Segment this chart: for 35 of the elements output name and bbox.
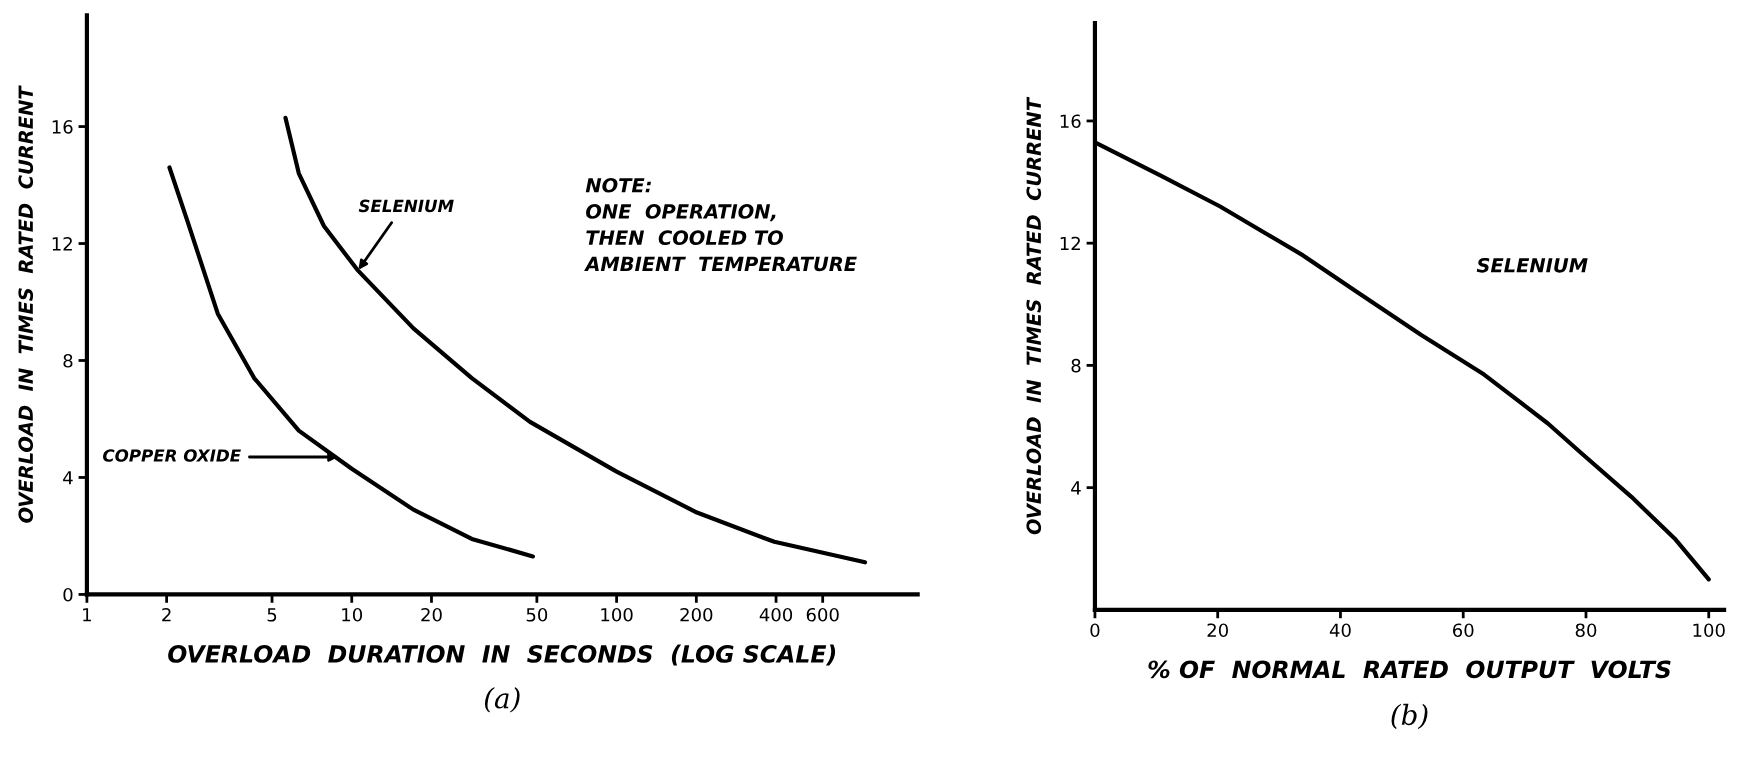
x-tick-label: 2 — [162, 607, 171, 622]
x-tick-label: 100 — [601, 607, 633, 622]
y-tick-label: 16 — [52, 120, 73, 134]
y-tick-label: 4 — [1071, 481, 1081, 495]
y-tick-label: 12 — [1060, 236, 1080, 251]
x-tick-label: 20 — [1207, 623, 1228, 638]
x-tick-label: 400 — [759, 607, 793, 622]
x-axis-title: OVERLOAD DURATION IN SECONDS (LOG SCALE) — [168, 644, 836, 666]
y-tick-label: 8 — [63, 353, 73, 368]
x-tick-label: 100 — [1693, 623, 1725, 638]
x-tick-label: 600 — [806, 607, 839, 622]
text: (a) — [484, 687, 520, 713]
x-tick-label: 10 — [342, 607, 363, 622]
annotation: COPPER OXIDE — [103, 449, 241, 462]
y-tick-label: 16 — [1060, 114, 1081, 129]
x-tick-label: 5 — [267, 608, 277, 622]
x-tick-label: 40 — [1329, 623, 1351, 638]
y-axis-title: OVERLOAD IN TIMES RATED CURRENT — [18, 85, 34, 523]
text: (b) — [1391, 703, 1428, 730]
annotation: NOTE: ONE OPERATION, THEN COOLED TO AMBIENT TEMPERATURE — [584, 177, 857, 272]
x-tick-label: 20 — [421, 607, 442, 622]
y-tick-label: 8 — [1071, 358, 1081, 373]
x-tick-label: 50 — [526, 607, 548, 622]
y-tick-label: 0 — [63, 587, 73, 602]
y-tick-label: 4 — [63, 471, 73, 485]
text: SELENIUM — [1476, 257, 1588, 273]
annotation: SELENIUM — [358, 199, 454, 213]
x-tick-label: 60 — [1453, 623, 1474, 638]
x-tick-label: 200 — [680, 607, 713, 622]
x-tick-label: 0 — [1090, 623, 1100, 638]
y-axis-title: OVERLOAD IN TIMES RATED CURRENT — [1026, 96, 1042, 535]
x-tick-label: 1 — [83, 608, 91, 622]
x-axis-title: % OF NORMAL RATED OUTPUT VOLTS — [1148, 660, 1671, 679]
y-tick-label: 12 — [52, 236, 72, 251]
x-tick-label: 80 — [1575, 623, 1597, 638]
